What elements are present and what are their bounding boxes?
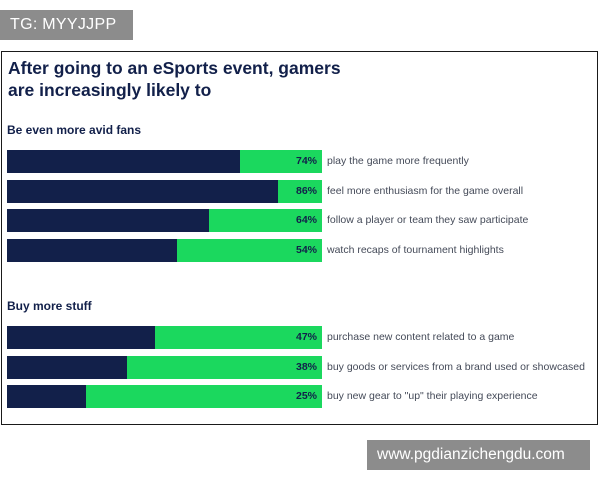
bar-row: 25% buy new gear to "up" their playing ex… — [7, 385, 592, 408]
bar-value-fill — [7, 326, 156, 349]
group-heading-buy-stuff: Buy more stuff — [7, 299, 92, 313]
watermark-tag: TG: MYYJJPP — [0, 10, 133, 40]
bar-category-label: buy goods or services from a brand used … — [327, 361, 585, 373]
bar-value-fill — [7, 239, 178, 262]
bar-value-fill — [7, 356, 127, 379]
bar-remainder: 64% — [7, 209, 322, 232]
bar-remainder: 54% — [7, 239, 322, 262]
bar-row: 64% follow a player or team they saw part… — [7, 209, 592, 232]
bar-category-label: purchase new content related to a game — [327, 331, 515, 343]
bar-value-fill — [7, 150, 241, 173]
bar-category-label: follow a player or team they saw partici… — [327, 214, 529, 226]
bar-value-label: 38% — [295, 361, 317, 373]
chart-panel: After going to an eSports event, gamers … — [1, 51, 598, 425]
bar-value-label: 47% — [295, 331, 317, 343]
group-heading-avid-fans: Be even more avid fans — [7, 123, 142, 137]
bar-category-label: feel more enthusiasm for the game overal… — [327, 185, 524, 197]
url-tag: www.pgdianzichengdu.com — [367, 440, 590, 470]
bar-row: 74% play the game more frequently — [7, 150, 592, 173]
bar-remainder: 74% — [7, 150, 322, 173]
bar-remainder: 25% — [7, 385, 322, 408]
bar-value-label: 25% — [295, 390, 317, 402]
bar-value-label: 74% — [295, 155, 317, 167]
bar-row: 38% buy goods or services from a brand us… — [7, 356, 592, 379]
bar-value-label: 64% — [295, 214, 317, 226]
bar-row: 47% purchase new content related to a gam… — [7, 326, 592, 349]
bar-value-fill — [7, 209, 209, 232]
chart-title: After going to an eSports event, gamers … — [8, 58, 341, 100]
bar-value-label: 54% — [295, 244, 317, 256]
bar-value-fill — [7, 385, 86, 408]
bar-category-label: buy new gear to "up" their playing exper… — [327, 390, 538, 402]
bar-row: 54% watch recaps of tournament highlights — [7, 239, 592, 262]
bar-category-label: play the game more frequently — [327, 155, 469, 167]
bar-remainder: 86% — [7, 180, 322, 203]
bar-category-label: watch recaps of tournament highlights — [327, 244, 504, 256]
bar-value-fill — [7, 180, 278, 203]
bar-remainder: 47% — [7, 326, 322, 349]
bar-value-label: 86% — [295, 185, 317, 197]
bar-remainder: 38% — [7, 356, 322, 379]
bar-row: 86% feel more enthusiasm for the game ove… — [7, 180, 592, 203]
